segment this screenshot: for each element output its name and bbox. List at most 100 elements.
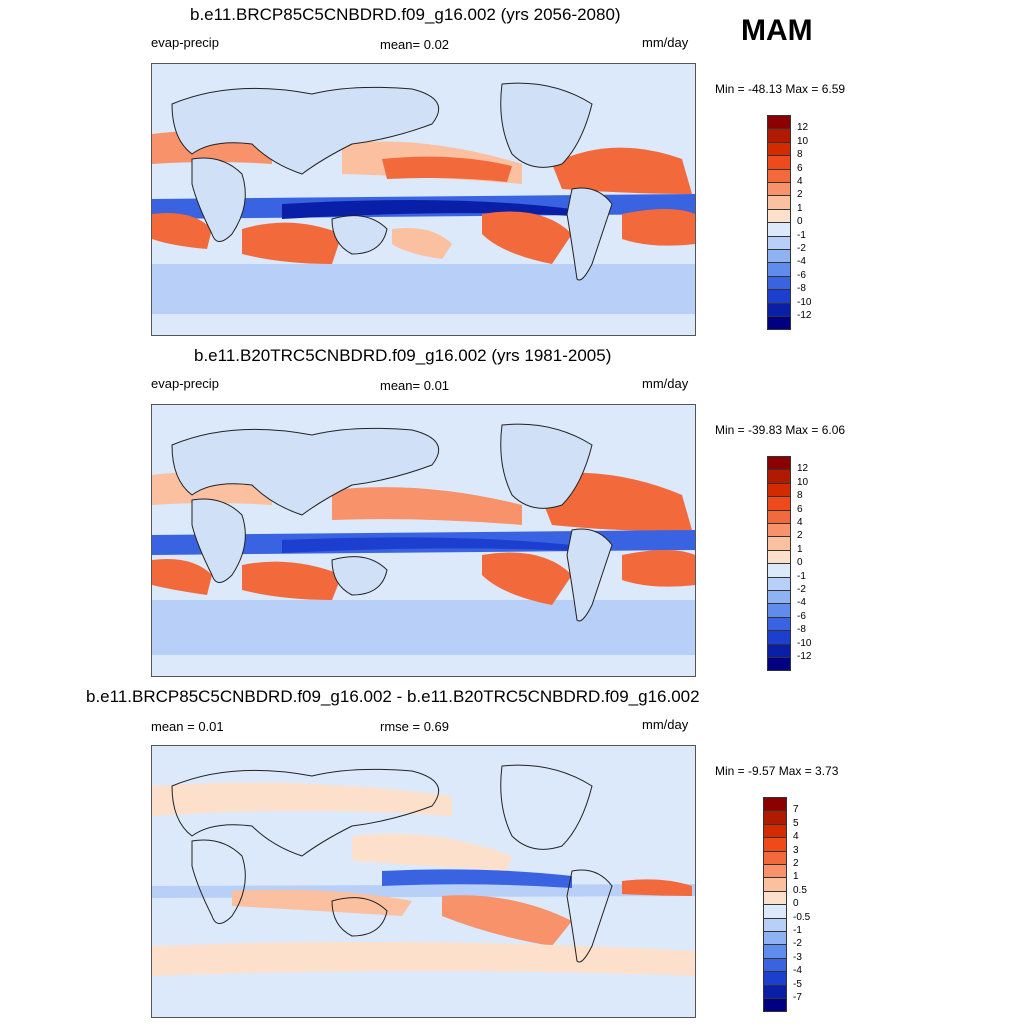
panel-1-title: b.e11.BRCP85C5CNBDRD.f09_g16.002 (yrs 20… <box>190 5 621 24</box>
panel-3-minmax-label: Min = -9.57 Max = 3.73 <box>715 764 839 778</box>
colorbar-tick-label: -12 <box>797 651 812 662</box>
colorbar-swatch <box>763 890 787 906</box>
panel-3-title: b.e11.BRCP85C5CNBDRD.f09_g16.002 - b.e11… <box>86 687 700 706</box>
colorbar-tick-label: -6 <box>797 610 806 622</box>
colorbar-swatch <box>763 904 787 919</box>
colorbar-swatch <box>767 643 791 658</box>
colorbar-tick-label: 10 <box>797 135 809 147</box>
colorbar-swatch <box>763 797 787 812</box>
season-label: MAM <box>741 14 813 47</box>
colorbar-tick-label: -7 <box>793 992 802 1003</box>
panel-1-colorbar: 12 10 8 6 4 2 1 0 -1 -2 -4 -6 -8 -10 -12 <box>767 115 827 331</box>
colorbar-tick-label: 1 <box>797 543 803 555</box>
colorbar-tick-label: 2 <box>793 858 799 869</box>
panel-1-mean-label: mean= 0.02 <box>380 37 450 52</box>
colorbar-swatch <box>767 222 791 237</box>
colorbar-tick-label: 2 <box>797 530 803 542</box>
colorbar-tick-label: -3 <box>793 951 802 963</box>
colorbar-tick-label: -8 <box>797 624 806 636</box>
colorbar-tick-label: 1 <box>797 202 803 214</box>
colorbar-swatch <box>763 864 787 879</box>
colorbar-tick-label: 7 <box>793 804 799 816</box>
panel-2-minmax-label: Min = -39.83 Max = 6.06 <box>715 423 846 437</box>
colorbar-swatch <box>763 984 787 999</box>
colorbar-tick-label: -1 <box>797 570 806 582</box>
colorbar-swatch <box>767 316 791 331</box>
panel-1-variable-label: evap-precip <box>151 35 219 50</box>
colorbar-tick-label: 12 <box>797 463 809 475</box>
colorbar-tick-label: 5 <box>793 817 799 829</box>
colorbar-tick-label: 10 <box>797 476 809 488</box>
panel-2-map <box>151 404 696 677</box>
colorbar-tick-label: -1 <box>793 925 802 936</box>
colorbar-tick-label: -4 <box>797 256 806 268</box>
colorbar-tick-label: -10 <box>797 296 812 308</box>
panel-2-units-label: mm/day <box>642 376 689 391</box>
colorbar-swatch <box>763 837 787 852</box>
colorbar-tick-label: 1 <box>793 871 799 883</box>
colorbar-swatch <box>767 262 791 277</box>
colorbar-tick-label: 6 <box>797 503 803 515</box>
colorbar-swatch <box>763 917 787 932</box>
colorbar-tick-label: 0 <box>797 557 803 569</box>
colorbar-swatch <box>767 289 791 304</box>
colorbar-swatch <box>767 482 791 498</box>
colorbar-swatch <box>767 275 791 291</box>
colorbar-tick-label: -5 <box>793 978 802 990</box>
colorbar-tick-label: 3 <box>793 844 799 856</box>
colorbar-swatch <box>767 155 791 170</box>
colorbar-swatch <box>767 549 791 565</box>
colorbar-tick-label: 0 <box>797 216 803 228</box>
colorbar-swatch <box>767 235 791 250</box>
colorbar-swatch <box>767 182 791 197</box>
colorbar-swatch <box>767 590 791 605</box>
colorbar-swatch <box>767 195 791 210</box>
colorbar-tick-label: -6 <box>797 269 806 281</box>
panel-2-colorbar: 12 10 8 6 4 2 1 0 -1 -2 -4 -6 -8 -10 -12 <box>767 456 827 672</box>
colorbar-tick-label: -4 <box>797 597 806 609</box>
panel-3-map <box>151 745 696 1018</box>
colorbar-swatch <box>767 208 791 224</box>
colorbar-tick-label: -2 <box>797 243 806 254</box>
colorbar-swatch <box>767 469 791 484</box>
colorbar-swatch <box>767 630 791 645</box>
colorbar-swatch <box>767 302 791 317</box>
colorbar-swatch <box>767 576 791 591</box>
colorbar-swatch <box>763 957 787 973</box>
colorbar-swatch <box>767 616 791 632</box>
colorbar-swatch <box>767 128 791 143</box>
colorbar-swatch <box>763 971 787 986</box>
colorbar-swatch <box>763 998 787 1013</box>
colorbar-swatch <box>767 563 791 578</box>
colorbar-tick-label: 0 <box>793 898 799 910</box>
colorbar-swatch <box>767 115 791 130</box>
colorbar-tick-label: 6 <box>797 162 803 174</box>
panel-2-title: b.e11.B20TRC5CNBDRD.f09_g16.002 (yrs 198… <box>194 346 612 365</box>
colorbar-tick-label: 8 <box>797 149 803 161</box>
colorbar-swatch <box>767 456 791 471</box>
colorbar-tick-label: -2 <box>797 584 806 595</box>
colorbar-swatch <box>763 823 787 839</box>
colorbar-swatch <box>763 850 787 865</box>
colorbar-tick-label: -0.5 <box>793 911 811 923</box>
panel-3-mean-label: mean = 0.01 <box>151 719 224 734</box>
colorbar-swatch <box>767 249 791 264</box>
panel-3-units-label: mm/day <box>642 717 689 732</box>
colorbar-swatch <box>767 657 791 672</box>
colorbar-swatch <box>767 536 791 551</box>
panel-1-map <box>151 63 696 336</box>
colorbar-tick-label: -8 <box>797 283 806 295</box>
colorbar-tick-label: -12 <box>797 310 812 321</box>
colorbar-tick-label: 4 <box>797 517 803 528</box>
panel-1-minmax-label: Min = -48.13 Max = 6.59 <box>715 82 846 96</box>
panel-2-mean-label: mean= 0.01 <box>380 378 450 393</box>
colorbar-tick-label: -10 <box>797 637 812 649</box>
panel-3-colorbar: 7 5 4 3 2 1 0.5 0 -0.5 -1 -2 -3 -4 -5 -7 <box>763 797 827 1013</box>
colorbar-tick-label: 12 <box>797 122 809 134</box>
colorbar-swatch <box>763 931 787 946</box>
colorbar-swatch <box>767 603 791 618</box>
colorbar-tick-label: -4 <box>793 965 802 977</box>
colorbar-swatch <box>767 523 791 538</box>
colorbar-swatch <box>767 168 791 183</box>
colorbar-tick-label: -2 <box>793 938 802 950</box>
